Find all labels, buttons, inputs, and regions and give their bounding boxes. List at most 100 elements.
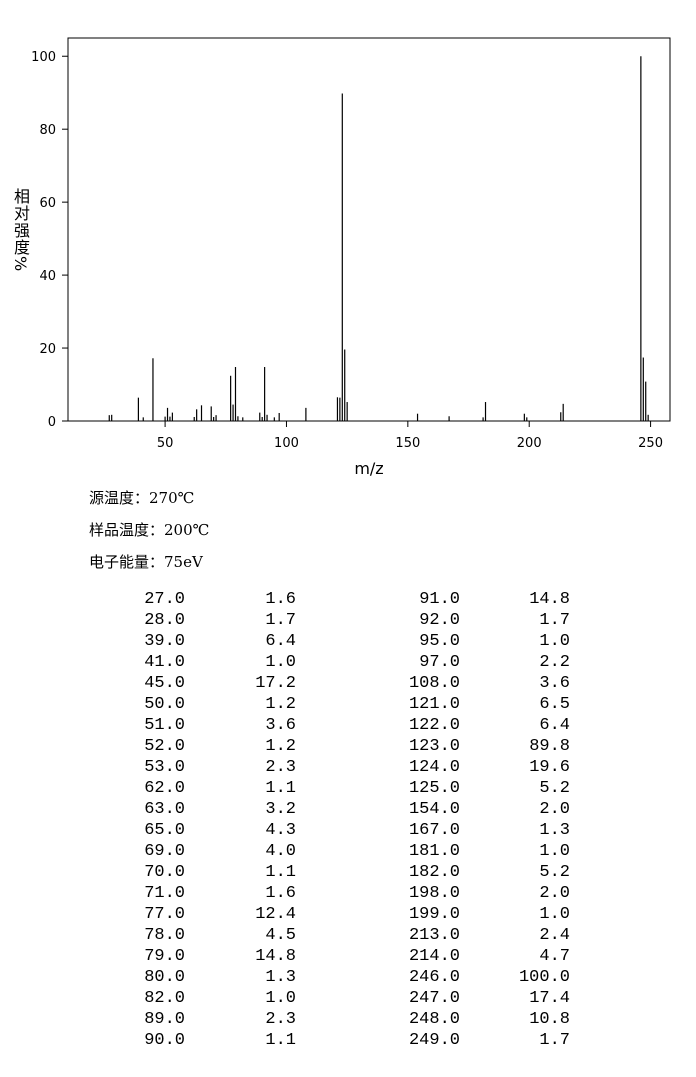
condition: 电子能量：75eV — [89, 553, 203, 571]
table-cell: 2.3 — [265, 1010, 296, 1029]
table-cell: 51.0 — [144, 716, 185, 735]
x-tick-label: 250 — [638, 436, 663, 451]
table-cell: 95.0 — [419, 632, 460, 651]
table-cell: 199.0 — [408, 905, 460, 924]
y-tick-label: 40 — [39, 269, 56, 284]
table-cell: 1.0 — [539, 905, 570, 924]
table-cell: 71.0 — [144, 884, 185, 903]
table-cell: 108.0 — [408, 674, 460, 693]
table-cell: 1.3 — [539, 821, 570, 840]
table-cell: 4.7 — [539, 947, 570, 966]
table-cell: 63.0 — [144, 800, 185, 819]
table-cell: 2.4 — [539, 926, 570, 945]
y-tick-label: 20 — [39, 342, 56, 357]
table-cell: 246.0 — [408, 968, 460, 987]
table-cell: 6.5 — [539, 695, 570, 714]
table-cell: 1.6 — [265, 590, 296, 609]
table-cell: 122.0 — [408, 716, 460, 735]
table-cell: 1.3 — [265, 968, 296, 987]
table-cell: 62.0 — [144, 779, 185, 798]
table-cell: 5.2 — [539, 779, 570, 798]
table-cell: 80.0 — [144, 968, 185, 987]
table-cell: 4.5 — [265, 926, 296, 945]
y-tick-label: 0 — [48, 415, 56, 430]
table-cell: 89.8 — [529, 737, 570, 756]
table-cell: 3.2 — [265, 800, 296, 819]
table-cell: 17.4 — [529, 989, 570, 1008]
table-cell: 3.6 — [265, 716, 296, 735]
table-cell: 70.0 — [144, 863, 185, 882]
table-cell: 4.3 — [265, 821, 296, 840]
table-cell: 1.1 — [265, 1031, 296, 1050]
condition: 源温度：270℃ — [89, 489, 195, 507]
table-cell: 97.0 — [419, 653, 460, 672]
table-cell: 247.0 — [408, 989, 460, 1008]
table-cell: 14.8 — [255, 947, 296, 966]
table-cell: 214.0 — [408, 947, 460, 966]
table-cell: 125.0 — [408, 779, 460, 798]
table-cell: 28.0 — [144, 611, 185, 630]
y-tick-label: 60 — [39, 196, 56, 211]
table-cell: 1.1 — [265, 863, 296, 882]
table-cell: 1.0 — [265, 989, 296, 1008]
table-cell: 1.6 — [265, 884, 296, 903]
y-tick-label: 100 — [31, 50, 56, 65]
table-cell: 6.4 — [265, 632, 296, 651]
table-cell: 14.8 — [529, 590, 570, 609]
table-cell: 123.0 — [408, 737, 460, 756]
x-axis-label: m/z — [354, 459, 383, 478]
table-cell: 1.0 — [539, 842, 570, 861]
table-cell: 79.0 — [144, 947, 185, 966]
table-cell: 6.4 — [539, 716, 570, 735]
table-cell: 167.0 — [408, 821, 460, 840]
x-tick-label: 50 — [157, 436, 174, 451]
table-cell: 19.6 — [529, 758, 570, 777]
x-tick-label: 200 — [517, 436, 542, 451]
table-cell: 90.0 — [144, 1031, 185, 1050]
table-cell: 1.1 — [265, 779, 296, 798]
table-cell: 4.0 — [265, 842, 296, 861]
condition: 样品温度：200℃ — [89, 521, 210, 539]
table-cell: 249.0 — [408, 1031, 460, 1050]
table-cell: 52.0 — [144, 737, 185, 756]
table-cell: 77.0 — [144, 905, 185, 924]
table-cell: 45.0 — [144, 674, 185, 693]
table-cell: 213.0 — [408, 926, 460, 945]
table-cell: 53.0 — [144, 758, 185, 777]
table-cell: 100.0 — [518, 968, 570, 987]
table-cell: 65.0 — [144, 821, 185, 840]
table-cell: 92.0 — [419, 611, 460, 630]
table-cell: 17.2 — [255, 674, 296, 693]
table-cell: 5.2 — [539, 863, 570, 882]
table-cell: 1.0 — [265, 653, 296, 672]
table-cell: 182.0 — [408, 863, 460, 882]
table-cell: 1.0 — [539, 632, 570, 651]
y-tick-label: 80 — [39, 123, 56, 138]
table-cell: 39.0 — [144, 632, 185, 651]
table-cell: 69.0 — [144, 842, 185, 861]
table-cell: 1.7 — [539, 611, 570, 630]
table-cell: 3.6 — [539, 674, 570, 693]
table-cell: 248.0 — [408, 1010, 460, 1029]
table-cell: 124.0 — [408, 758, 460, 777]
table-cell: 78.0 — [144, 926, 185, 945]
table-cell: 2.0 — [539, 800, 570, 819]
table-cell: 10.8 — [529, 1010, 570, 1029]
table-cell: 50.0 — [144, 695, 185, 714]
x-tick-label: 150 — [395, 436, 420, 451]
table-cell: 1.2 — [265, 737, 296, 756]
table-cell: 121.0 — [408, 695, 460, 714]
table-cell: 27.0 — [144, 590, 185, 609]
table-cell: 2.3 — [265, 758, 296, 777]
table-cell: 12.4 — [255, 905, 296, 924]
table-cell: 82.0 — [144, 989, 185, 1008]
y-axis-label: 相对强度% — [11, 188, 30, 273]
table-cell: 198.0 — [408, 884, 460, 903]
table-cell: 154.0 — [408, 800, 460, 819]
table-cell: 91.0 — [419, 590, 460, 609]
table-cell: 1.7 — [539, 1031, 570, 1050]
table-cell: 2.0 — [539, 884, 570, 903]
table-cell: 1.2 — [265, 695, 296, 714]
table-cell: 89.0 — [144, 1010, 185, 1029]
